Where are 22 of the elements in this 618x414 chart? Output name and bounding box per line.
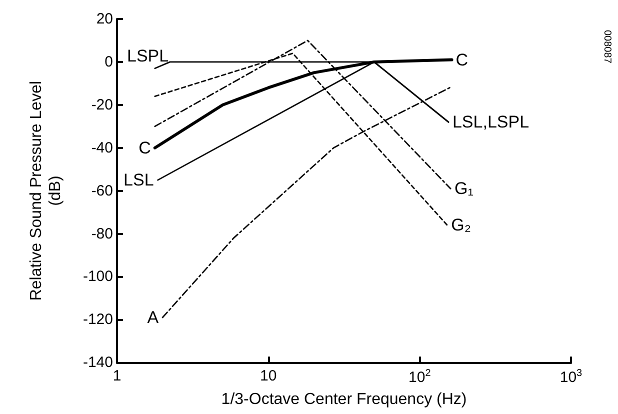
x-tick-label: 10 [260,368,277,385]
annotation: LSPL [127,46,169,66]
y-tick-label: -20 [91,96,113,114]
y-tick-label: -60 [91,182,113,200]
y-tick-label: 0 [104,53,113,70]
text: 008087 [602,30,612,64]
y-tick-label: -80 [91,225,113,242]
y-tick-label: -100 [82,268,113,286]
x-axis-title: 1/3-Octave Center Frequency (Hz) [221,391,467,408]
y-tick-label: 20 [96,10,113,28]
x-tick-label: 1 [112,368,122,385]
annotation: G₁ [454,179,474,198]
y-tick-label: -40 [91,139,113,156]
annotation: C [456,50,468,70]
annotation: G₂ [451,216,472,235]
annotation: A [147,308,160,328]
annotation: LSL,LSPL [452,112,530,132]
y-axis-title: Relative Sound Pressure Level (dB) [28,80,64,301]
annotation: C [138,138,151,158]
annotation: LSL [124,170,154,190]
y-tick-label: -140 [82,354,113,372]
y-tick-label: -120 [82,311,113,328]
